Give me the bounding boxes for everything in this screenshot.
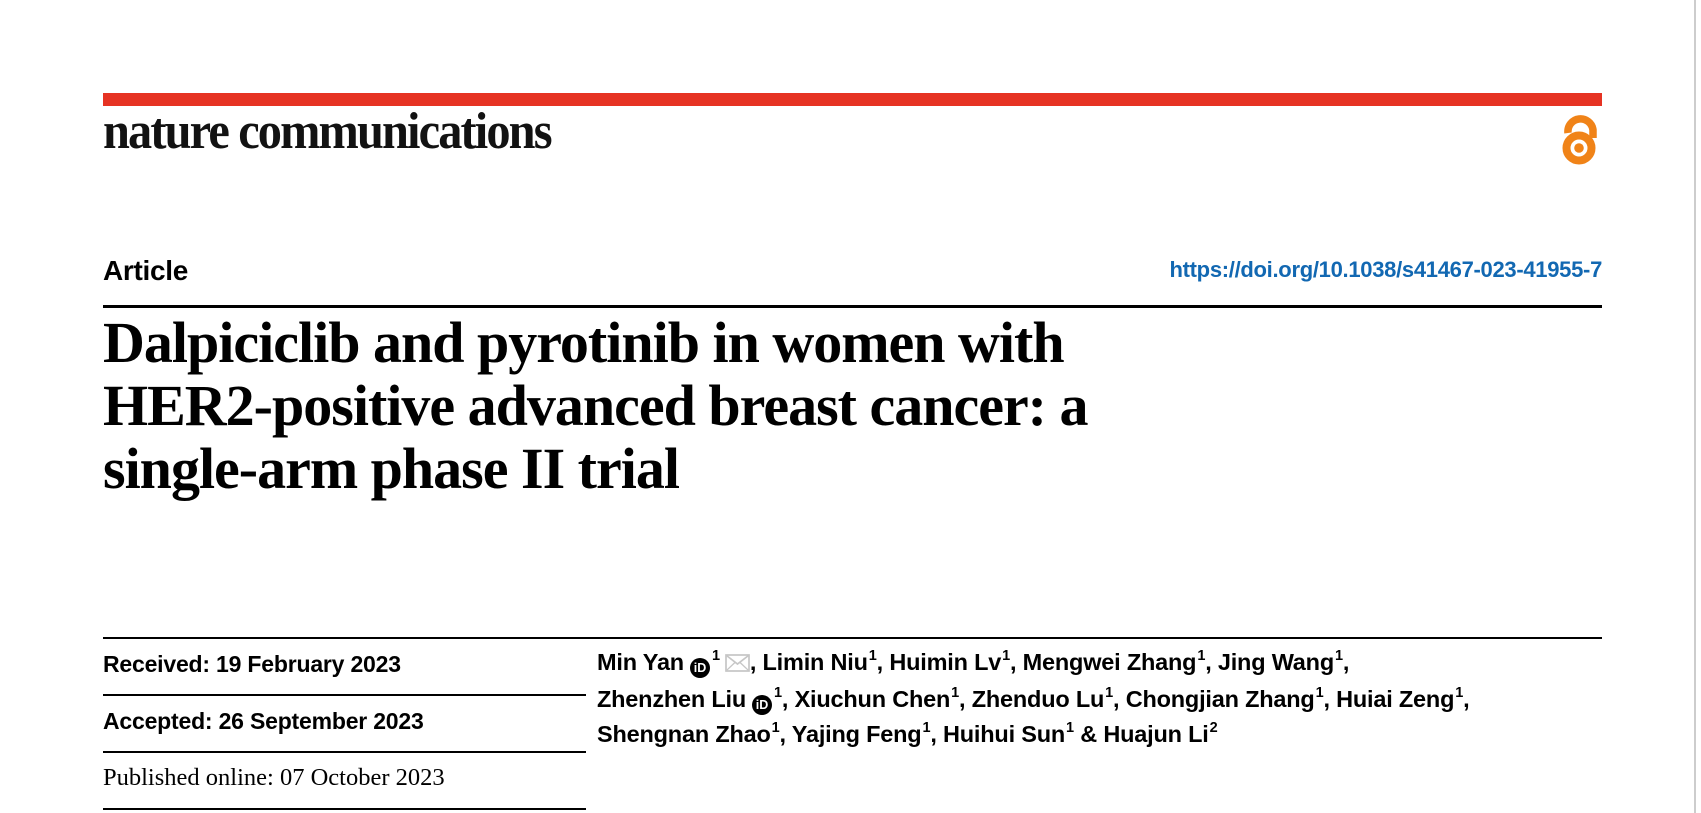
title-line: single-arm phase II trial: [103, 436, 680, 501]
meta-top-rule: [103, 637, 1602, 639]
author-name: Min Yan: [597, 649, 684, 675]
affiliation-superscript: 1: [1315, 685, 1324, 702]
author-name: Huihui Sun: [943, 721, 1066, 747]
affiliation-superscript: 1: [711, 648, 720, 665]
author-name: Chongjian Zhang: [1125, 686, 1315, 712]
author-name: Limin Niu: [762, 649, 868, 675]
open-access-icon: [1562, 115, 1597, 165]
author-name: Huajun Li: [1103, 721, 1209, 747]
email-icon[interactable]: [724, 651, 750, 677]
author-line: Shengnan Zhao1, Yajing Feng1, Huihui Sun…: [597, 720, 1218, 747]
title-line: Dalpiciclib and pyrotinib in women with: [103, 310, 1065, 375]
author-name: Xiuchun Chen: [794, 686, 951, 712]
affiliation-superscript: 1: [868, 648, 877, 665]
article-header-row: Article https://doi.org/10.1038/s41467-0…: [103, 255, 1602, 287]
affiliation-superscript: 1: [1002, 648, 1010, 665]
page-edge-divider: [1694, 0, 1696, 813]
history-divider: [103, 751, 586, 753]
accepted-date: Accepted: 26 September 2023: [103, 708, 424, 734]
affiliation-superscript: 1: [1455, 685, 1464, 702]
author-line: Min Yan iD1, Limin Niu1, Huimin Lv1, Meng…: [597, 645, 1597, 682]
author-name: Zhenduo Lu: [971, 686, 1105, 712]
affiliation-superscript: 1: [951, 685, 960, 702]
orcid-icon[interactable]: iD: [689, 658, 710, 678]
published-date: Published online: 07 October 2023: [103, 764, 445, 791]
author-name: Yajing Feng: [791, 721, 922, 747]
article-title: Dalpiciclib and pyrotinib in women with …: [103, 311, 1088, 500]
brand-accent-bar: [103, 93, 1602, 106]
orcid-icon[interactable]: iD: [752, 695, 773, 715]
author-name: Shengnan Zhao: [597, 721, 771, 747]
article-history: Received: 19 February 2023 Accepted: 26 …: [103, 637, 586, 813]
affiliation-superscript: 1: [1105, 685, 1114, 702]
author-name: Jing Wang: [1217, 649, 1334, 675]
affiliation-superscript: 1: [1197, 648, 1206, 665]
affiliation-superscript: 1: [1066, 720, 1074, 737]
history-divider: [103, 694, 586, 696]
author-line: Zhenzhen Liu iD1, Xiuchun Chen1, Zhenduo …: [597, 682, 1597, 717]
doi-link[interactable]: https://doi.org/10.1038/s41467-023-41955…: [1169, 257, 1602, 282]
author-name: Zhenzhen Liu: [597, 686, 747, 712]
affiliation-superscript: 2: [1209, 720, 1218, 737]
author-list: Min Yan iD1, Limin Niu1, Huimin Lv1, Meng…: [597, 645, 1597, 752]
received-date: Received: 19 February 2023: [103, 651, 401, 677]
affiliation-superscript: 1: [774, 685, 782, 702]
author-name: Mengwei Zhang: [1022, 649, 1197, 675]
journal-logo: nature communications: [103, 103, 553, 160]
title-divider-rule: [103, 305, 1602, 308]
affiliation-superscript: 1: [1334, 648, 1343, 665]
title-line: HER2-positive advanced breast cancer: a: [103, 373, 1088, 438]
affiliation-superscript: 1: [771, 720, 780, 737]
article-first-page: nature communications Article https://do…: [103, 0, 1602, 813]
article-type-label: Article: [103, 255, 189, 286]
affiliation-superscript: 1: [922, 720, 931, 737]
author-name: Huimin Lv: [889, 649, 1002, 675]
history-divider: [103, 808, 586, 810]
author-name: Huiai Zeng: [1336, 686, 1455, 712]
